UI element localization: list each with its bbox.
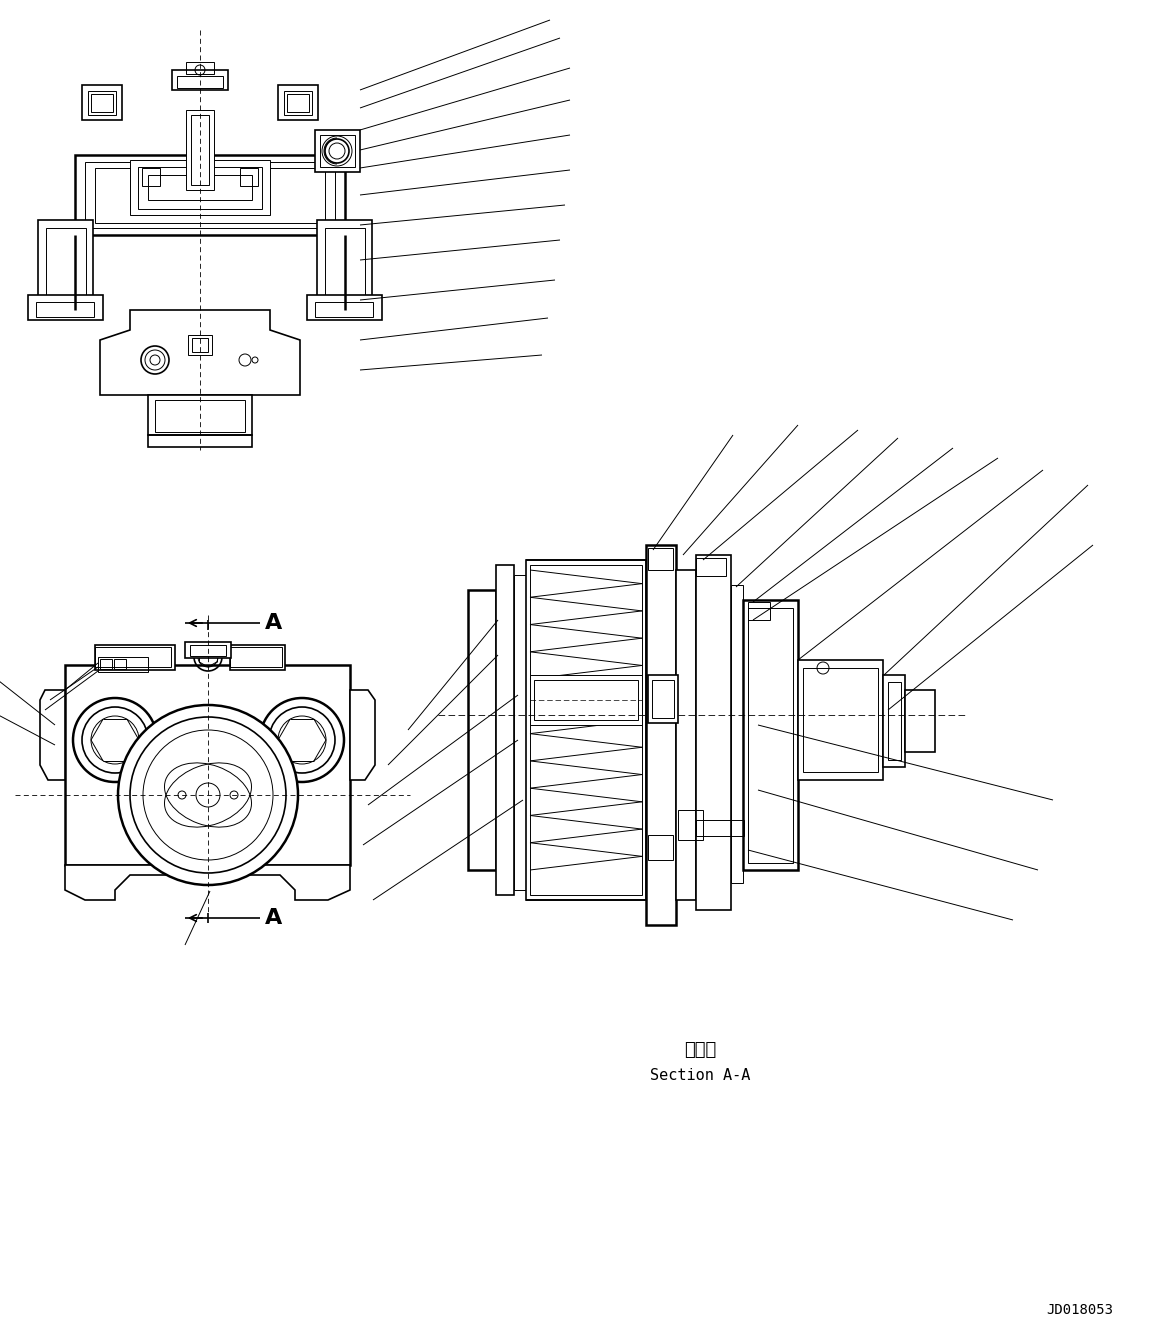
Bar (798, 660, 883, 780)
Bar (743, 599, 798, 870)
Bar (695, 820, 744, 836)
Bar (468, 590, 495, 870)
Polygon shape (350, 690, 374, 780)
Bar (177, 76, 223, 88)
Bar (172, 70, 228, 90)
Bar (514, 575, 526, 890)
Bar (495, 565, 514, 895)
Bar (186, 110, 214, 190)
Bar (695, 555, 732, 910)
Bar (188, 334, 212, 355)
Bar (155, 400, 245, 432)
Bar (114, 660, 126, 669)
Bar (748, 607, 793, 863)
Bar (648, 549, 673, 570)
Bar (186, 62, 214, 74)
Bar (732, 585, 743, 883)
Bar (905, 690, 935, 752)
Bar (36, 302, 94, 317)
Bar (530, 565, 642, 895)
Bar (287, 94, 309, 112)
Bar (278, 86, 317, 120)
Bar (148, 435, 252, 447)
Bar (526, 561, 645, 900)
Bar (324, 227, 365, 306)
Bar (192, 339, 208, 352)
Bar (307, 294, 381, 320)
Text: 断　面: 断 面 (684, 1041, 716, 1058)
Bar (534, 680, 638, 720)
Bar (648, 835, 673, 860)
Bar (191, 115, 209, 185)
Bar (47, 227, 86, 306)
Bar (652, 680, 675, 719)
Polygon shape (65, 864, 350, 900)
Circle shape (73, 698, 157, 781)
Bar (91, 94, 113, 112)
Circle shape (261, 698, 344, 781)
Text: Section A-A: Section A-A (650, 1068, 750, 1082)
Bar (648, 674, 678, 723)
Bar (98, 657, 148, 672)
Text: JD018053: JD018053 (1047, 1303, 1113, 1317)
Bar (130, 161, 270, 215)
Text: A: A (265, 909, 283, 929)
Bar (148, 395, 252, 435)
Bar (530, 674, 642, 725)
Bar (85, 162, 335, 227)
Bar (148, 175, 252, 199)
Bar (88, 91, 116, 115)
Text: A: A (265, 613, 283, 633)
Bar (142, 169, 160, 186)
Circle shape (117, 705, 298, 884)
Bar (185, 642, 231, 658)
Bar (284, 91, 312, 115)
Bar (95, 648, 171, 668)
Bar (315, 302, 373, 317)
Bar (315, 130, 361, 173)
Bar (230, 648, 281, 668)
Bar (28, 294, 104, 320)
Bar (95, 169, 324, 223)
Bar (695, 558, 726, 575)
Bar (95, 645, 174, 670)
Bar (230, 645, 285, 670)
Bar (889, 682, 901, 760)
Polygon shape (100, 310, 300, 395)
Bar (802, 668, 878, 772)
Bar (83, 86, 122, 120)
Bar (100, 660, 112, 669)
Bar (190, 645, 226, 656)
Bar (138, 167, 262, 209)
Bar (645, 545, 676, 925)
Bar (883, 674, 905, 767)
Bar (240, 169, 258, 186)
Bar (676, 570, 695, 900)
Bar (65, 665, 350, 864)
Bar (38, 219, 93, 314)
Bar (74, 155, 345, 235)
Bar (320, 135, 355, 167)
Polygon shape (40, 690, 65, 780)
Bar (678, 809, 702, 840)
Bar (748, 602, 770, 619)
Bar (317, 219, 372, 314)
